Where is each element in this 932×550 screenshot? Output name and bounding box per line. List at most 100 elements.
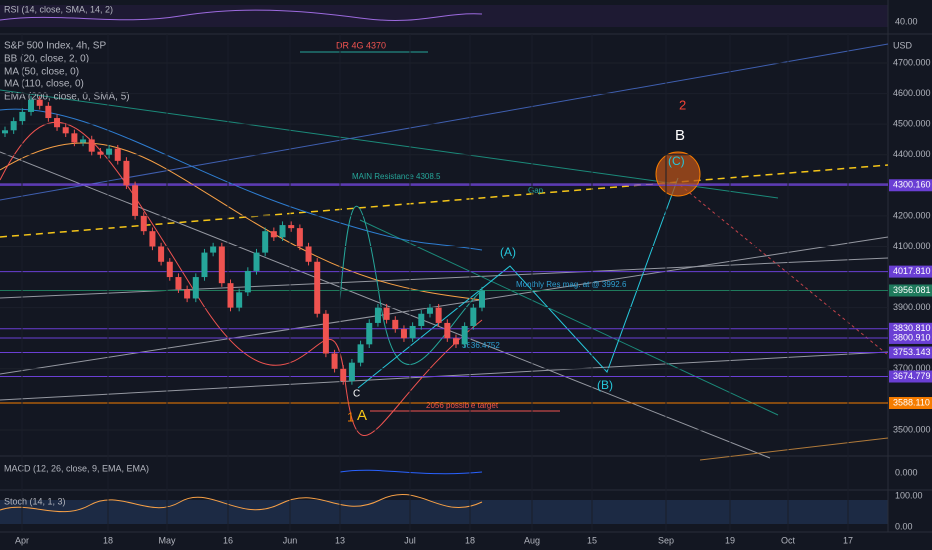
currency: USD [893,40,913,50]
level-label: 3800.910 [893,332,931,342]
symbol-label: S&P 500 Index, 4h, SP [4,41,106,52]
candle-body [158,246,165,262]
candle-body [19,111,26,122]
date-label: 18 [103,535,113,545]
price-tick-label: 4600.000 [893,88,931,98]
wave-label: A [357,407,367,424]
candle-body [123,160,130,186]
candle-body [314,261,321,314]
wave-label: (A) [500,245,516,259]
candle-body [444,322,451,339]
candle-body [166,261,173,278]
candle-body [383,307,390,320]
price-tick-label: 4400.000 [893,149,931,159]
date-label: 19 [725,535,735,545]
level-label: 3830.810 [893,323,931,333]
candle-body [426,307,433,314]
candle-body [253,252,260,271]
indicator-label: BB (20, close, 2, 0) [4,54,89,65]
candle-body [106,148,113,155]
candle-body [409,325,416,339]
price-tick-label: 4200.000 [893,210,931,220]
stoch-tick: 0.00 [895,521,913,531]
level-label: 3956.081 [893,285,931,295]
candle-body [97,151,104,155]
candle-body [227,283,234,308]
level-label: 4300.160 [893,180,931,190]
candle-body [149,231,156,247]
candle-body [132,185,139,216]
candle-body [262,231,269,253]
date-label: 18 [465,535,475,545]
price-tick-label: 4500.000 [893,119,931,129]
stoch-line [0,494,483,513]
date-label: 17 [843,535,853,545]
annotation: Monthly Res mag. at @ 3992.6 [516,280,627,289]
candle-body [270,231,277,238]
candle-body [348,362,355,382]
level-badge [889,397,932,410]
candle-body [114,148,121,161]
candle-body [400,329,407,339]
candle-body [45,105,52,119]
candle-body [88,139,95,152]
stoch-label: Stoch (14, 1, 3) [4,496,66,506]
macd-tick: 0.000 [895,467,918,477]
annotation: DR 4G 4370 [336,40,386,50]
date-label: Apr [15,535,29,545]
date-label: Aug [524,535,540,545]
candle-body [470,307,477,326]
candle-body [184,289,191,299]
wave-label: 2 [679,97,686,112]
candle-body [71,133,78,143]
macd-label: MACD (12, 26, close, 9, EMA, EMA) [4,463,149,473]
candle-body [357,344,364,363]
candle-body [28,99,35,112]
rsi-tick: 40.00 [895,16,918,26]
candle-body [140,215,147,232]
candle-body [305,246,312,262]
level-label: 3753.143 [893,347,931,357]
candle-body [244,270,251,293]
level-label: 4017.810 [893,266,931,276]
candle-body [36,99,43,106]
macd-line [339,469,483,475]
candle-body [452,338,459,345]
wave-label: C [353,389,360,400]
trend-lines [0,43,889,461]
candle-body [479,290,485,308]
price-tick-label: 4100.000 [893,241,931,251]
level-badge [889,284,932,297]
candle-body [418,313,425,326]
wave-label: (C) [668,154,685,168]
candle-body [218,246,225,284]
date-label: May [158,535,176,545]
candle-body [296,228,303,247]
candle-body [236,292,243,308]
date-label: 16 [223,535,233,545]
candle-body [340,368,347,382]
date-label: Jun [283,535,298,545]
level-badge [889,322,932,335]
candle-body [210,246,217,253]
annotation: 3636.4752 [462,341,500,350]
level-badge [889,370,932,383]
candle-body [192,277,199,299]
candle-body [461,325,468,345]
candle-body [62,127,69,134]
candle-body [331,353,338,369]
level-badge [889,265,932,278]
rsi-line [0,9,483,21]
indicator-label: MA (110, close, 0) [4,79,84,90]
price-tick-label: 4700.000 [893,57,931,67]
price-tick-label: 3500.000 [893,424,931,434]
price-tick-label: 3900.000 [893,302,931,312]
candle-body [322,313,329,354]
price-tick-label: 3700.000 [893,363,931,373]
candle-body [54,118,61,128]
candle-body [10,121,17,131]
candle-body [80,139,87,143]
level-badge [889,179,932,192]
